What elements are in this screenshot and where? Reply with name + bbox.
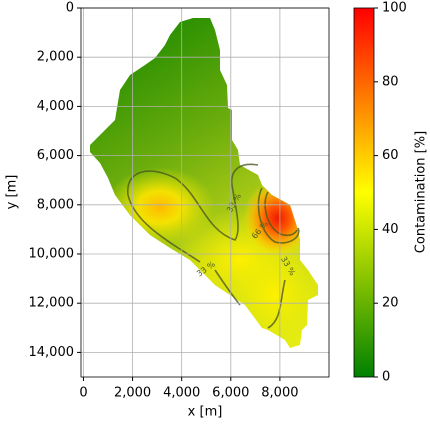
colorbar-label: Contamination [%] — [414, 131, 429, 253]
colorbar-tick-label: 60 — [382, 148, 399, 163]
y-tick-label: 10,000 — [29, 247, 75, 262]
x-tick-label: 2,000 — [114, 386, 151, 401]
y-tick-label: 2,000 — [37, 50, 74, 65]
contamination-field — [90, 18, 318, 348]
x-tick-label: 0 — [79, 386, 87, 401]
y-tick-label: 0 — [66, 1, 74, 16]
colorbar-tick-label: 40 — [382, 222, 399, 237]
y-tick-label: 6,000 — [37, 148, 74, 163]
colorbar-tick-label: 80 — [382, 74, 399, 89]
y-tick-label: 14,000 — [29, 345, 75, 360]
contour-line — [214, 269, 241, 306]
x-tick-label: 4,000 — [163, 386, 200, 401]
colorbar — [353, 7, 375, 378]
y-tick-label: 12,000 — [29, 296, 75, 311]
contour-line — [127, 163, 259, 263]
x-axis-label: x [m] — [188, 405, 223, 420]
contour-line — [257, 187, 300, 244]
colorbar-tick-label: 20 — [382, 296, 399, 311]
x-tick-label: 8,000 — [261, 386, 298, 401]
colorbar-tick-label: 0 — [382, 370, 390, 385]
y-axis-label: y [m] — [5, 175, 20, 210]
colorbar-tick-label: 100 — [382, 1, 407, 16]
y-tick-label: 8,000 — [37, 197, 74, 212]
plot-frame — [80, 7, 330, 378]
y-tick-label: 4,000 — [37, 99, 74, 114]
x-tick-label: 6,000 — [212, 386, 249, 401]
